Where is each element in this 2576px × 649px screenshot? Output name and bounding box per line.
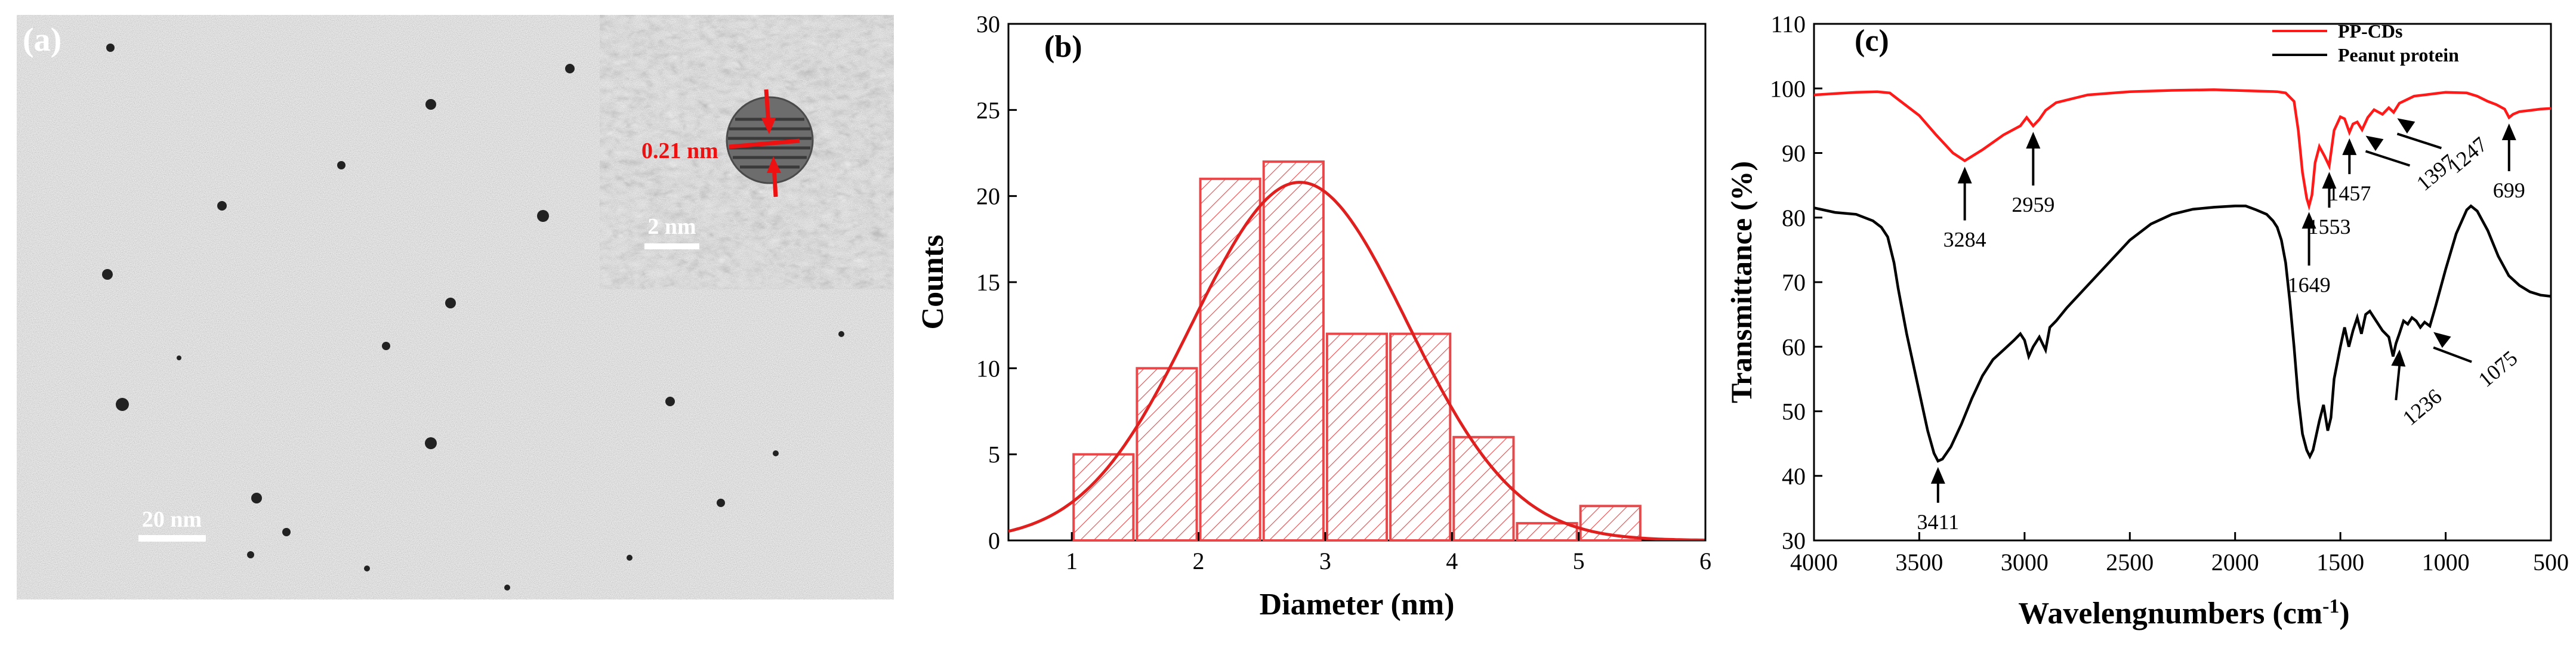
- plot-frame-c: [1813, 23, 2552, 542]
- series-line-peanut-protein: [1814, 204, 2551, 463]
- nanoparticles: [102, 44, 844, 591]
- peak-label: 1553: [2307, 215, 2350, 239]
- lattice-fringes: [728, 118, 812, 169]
- panel-c-label: (c): [1855, 24, 1889, 58]
- y-tick-label-c: 50: [1782, 398, 1806, 425]
- y-tick-label-b: 25: [976, 97, 1000, 123]
- x-tick-label-c: 2500: [2106, 549, 2154, 576]
- x-tick-label-c: 500: [2533, 549, 2569, 576]
- y-tick-label-c: 60: [1782, 333, 1806, 360]
- y-axis-label-c: Transmittance (%): [1724, 161, 1758, 403]
- legend-label-peanut-protein: Peanut protein: [2338, 44, 2459, 66]
- peak-label: 699: [2493, 178, 2525, 202]
- x-tick-label-c: 1500: [2316, 549, 2364, 576]
- y-tick-label-c: 90: [1782, 140, 1806, 167]
- y-tick-label-c: 30: [1782, 527, 1806, 554]
- lattice-arrows: [729, 89, 800, 197]
- y-tick-label-b: 10: [976, 355, 1000, 382]
- annotation-arrow-head: [2322, 172, 2337, 189]
- panel-a: (a) 20 nm 0.21 nm 2 nm: [17, 15, 894, 599]
- annotation-arrow-head: [2342, 138, 2357, 155]
- panel-b-label: (b): [1044, 30, 1082, 64]
- peak-label: 3284: [1943, 227, 1986, 251]
- annotation-arrow-shaft: [2395, 364, 2401, 401]
- peak-label: 1075: [2474, 346, 2522, 392]
- scale-bar-inset: [644, 243, 699, 249]
- x-tick-label-b: 5: [1573, 548, 1585, 574]
- x-axis-label-c-end: ): [2339, 597, 2349, 631]
- histogram-bar: [1262, 160, 1325, 542]
- y-tick-label-c: 100: [1770, 75, 1806, 102]
- y-axis-label-b: Counts: [916, 235, 950, 330]
- y-tick-label-c: 70: [1782, 269, 1806, 296]
- x-tick-label-b: 6: [1699, 548, 1711, 574]
- x-axis-label-c: Wavelengnumbers (cm-1): [2018, 595, 2350, 631]
- y-tick-label-b: 0: [988, 527, 1000, 554]
- peak-label: 1649: [2288, 273, 2331, 296]
- annotation-arrow-shaft: [2433, 346, 2472, 363]
- histogram-bars: [1072, 160, 1642, 542]
- annotation-arrow-head: [2433, 332, 2451, 348]
- annotation-arrow-head: [1930, 466, 1945, 484]
- x-tick-label-b: 2: [1193, 548, 1205, 574]
- histogram-bar: [1199, 177, 1261, 542]
- annotation-arrow-head: [2397, 118, 2415, 134]
- x-axis-label-b: Diameter (nm): [1260, 588, 1455, 622]
- y-tick-label-b: 20: [976, 183, 1000, 210]
- lattice-spacing-label: 0.21 nm: [641, 138, 718, 163]
- histogram-bar: [1325, 332, 1389, 542]
- scale-bar-inset-label: 2 nm: [647, 214, 696, 239]
- annotation-arrow-head: [2026, 132, 2041, 149]
- legend-label-pp-cds: PP-CDs: [2338, 20, 2402, 42]
- x-tick-label-c: 4000: [1790, 549, 1838, 576]
- scale-bar-main-label: 20 nm: [142, 507, 202, 532]
- x-axis-label-c-main: Wavelengnumbers (cm: [2018, 597, 2322, 631]
- panel-b: 1 2 3 4 5 6 0 5 10 15 20 25 30 (b) Diameter (nm) Cou…: [916, 11, 1711, 622]
- histogram-bar: [1072, 453, 1135, 542]
- y-tick-label-c: 40: [1782, 463, 1806, 490]
- histogram-bar: [1389, 332, 1452, 542]
- histogram-bar: [1516, 522, 1578, 542]
- gaussian-fit-curve: [1008, 181, 1705, 540]
- x-tick-label-b: 4: [1446, 548, 1458, 574]
- x-tick-label-c: 2000: [2211, 549, 2259, 576]
- hrtem-inset: 0.21 nm 2 nm: [600, 15, 894, 289]
- legend: PP-CDs Peanut protein: [2272, 20, 2459, 66]
- y-tick-label-c: 110: [1770, 11, 1806, 38]
- axes-b: 1 2 3 4 5 6 0 5 10 15 20 25 30: [976, 11, 1711, 574]
- annotation-arrow-shaft: [2365, 150, 2411, 167]
- scale-bar-main: [138, 535, 206, 542]
- peak-label: 3411: [1917, 510, 1959, 534]
- series-line-pp-cds: [1814, 88, 2551, 211]
- peak-label: 2959: [2012, 193, 2054, 217]
- histogram-bar: [1136, 367, 1198, 542]
- panel-c: 4000 3500 3000 2500 2000 1500 1000 500 30 40 50 60 7…: [1724, 11, 2569, 631]
- x-tick-label-c: 3000: [2001, 549, 2049, 576]
- y-tick-label-c: 80: [1782, 205, 1806, 231]
- annotation-arrow-head: [2302, 212, 2316, 229]
- peak-label: 1236: [2398, 384, 2447, 430]
- x-tick-label-b: 1: [1066, 548, 1078, 574]
- y-tick-label-b: 5: [988, 441, 1000, 468]
- annotation-arrow-head: [2501, 123, 2516, 140]
- x-tick-label-b: 3: [1319, 548, 1331, 574]
- x-axis-label-c-sup: -1: [2322, 595, 2339, 617]
- annotation-arrow-head: [2391, 349, 2406, 367]
- x-tick-label-c: 1000: [2422, 549, 2470, 576]
- x-tick-label-c: 3500: [1895, 549, 1943, 576]
- y-tick-label-b: 15: [976, 269, 1000, 296]
- y-tick-label-b: 30: [976, 11, 1000, 38]
- annotation-arrow-head: [1957, 166, 1972, 184]
- histogram-bar: [1452, 435, 1515, 542]
- annotation-arrow-shaft: [2396, 132, 2442, 150]
- peak-label: 1457: [2328, 181, 2371, 205]
- axes-c: 4000 3500 3000 2500 2000 1500 1000 500 30 40 50 60 7…: [1770, 11, 2569, 576]
- panel-a-label: (a): [23, 21, 61, 58]
- annotation-arrow-head: [2365, 135, 2384, 152]
